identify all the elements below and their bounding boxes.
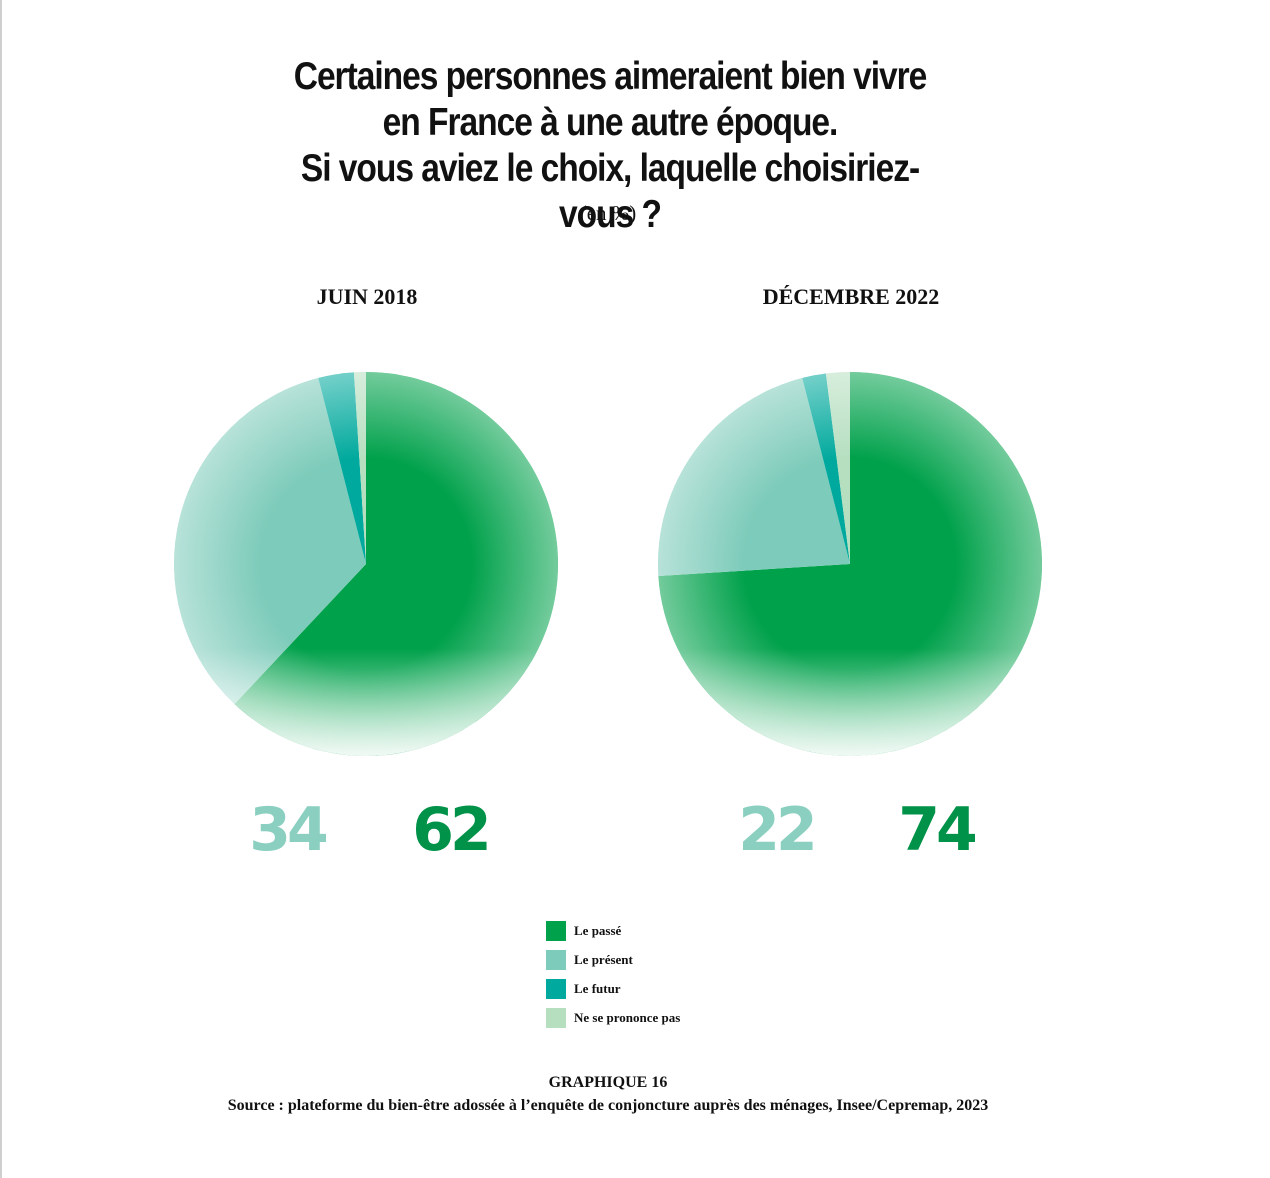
pie-2022: 22 74: [658, 372, 1043, 865]
legend-item: Le présent: [546, 945, 680, 974]
legend-label: Ne se prononce pas: [574, 1009, 681, 1025]
pie-title-2022: DÉCEMBRE 2022: [762, 284, 940, 309]
legend-item: Ne se prononce pas: [546, 1003, 680, 1032]
chart-subtitle: (en %): [579, 201, 637, 225]
pie-bottom-fade: [658, 372, 1042, 756]
pie-value-label: 22: [738, 795, 814, 865]
title-line: en France à une autre époque.: [382, 101, 839, 144]
pie-value-label: 74: [898, 795, 975, 865]
legend-swatch-present: [546, 949, 566, 970]
title-line: Si vous aviez le choix, laquelle choisir…: [300, 147, 920, 236]
legend-item: Le futur: [546, 974, 680, 1003]
legend-swatch-futur: [546, 978, 566, 999]
legend-swatch-nspp: [546, 1007, 566, 1028]
pie-bottom-fade: [174, 372, 558, 756]
legend: Le passé Le présent Le futur Ne se prono…: [546, 916, 680, 1032]
pie-value-label: 62: [412, 795, 488, 865]
legend-swatch-passe: [546, 920, 566, 941]
pie-2018: 34 62: [174, 371, 559, 865]
source-note: Source : plateforme du bien-être adossée…: [227, 1097, 989, 1114]
legend-label: Le passé: [574, 922, 622, 938]
title-line: Certaines personnes aimeraient bien vivr…: [293, 55, 928, 98]
legend-label: Le futur: [574, 980, 621, 996]
pie-title-2018: JUIN 2018: [316, 284, 418, 309]
legend-label: Le présent: [574, 951, 633, 967]
pie-value-label: 34: [249, 795, 326, 865]
page-left-rule: [0, 0, 2, 1178]
chart-title: Certaines personnes aimeraient bien vivr…: [266, 54, 954, 238]
figure-label: GRAPHIQUE 16: [548, 1074, 668, 1091]
legend-item: Le passé: [546, 916, 680, 945]
